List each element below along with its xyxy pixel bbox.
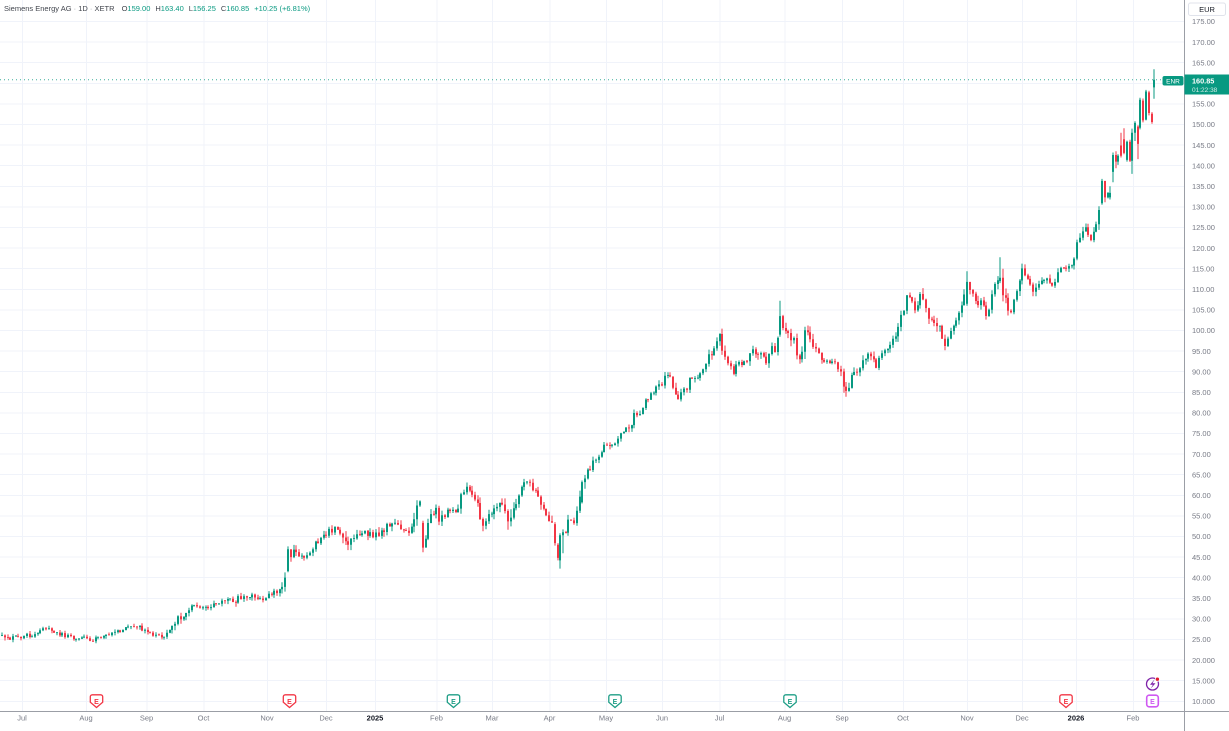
svg-text:105.00: 105.00 [1192, 306, 1215, 315]
svg-text:E: E [451, 699, 456, 706]
svg-text:125.00: 125.00 [1192, 223, 1215, 232]
svg-text:Sep: Sep [835, 714, 848, 723]
svg-text:E: E [1064, 699, 1069, 706]
svg-text:20.000: 20.000 [1192, 656, 1215, 665]
svg-text:165.00: 165.00 [1192, 58, 1215, 67]
svg-text:Jul: Jul [715, 714, 725, 723]
svg-text:50.00: 50.00 [1192, 532, 1211, 541]
svg-text:Siemens Energy AG · 1D · XETR: Siemens Energy AG · 1D · XETR O159.00 H16… [4, 4, 311, 13]
svg-text:01:22:38: 01:22:38 [1192, 87, 1218, 94]
svg-text:80.00: 80.00 [1192, 409, 1211, 418]
svg-text:Dec: Dec [1015, 714, 1029, 723]
svg-text:2026: 2026 [1068, 714, 1085, 723]
svg-text:Aug: Aug [778, 714, 791, 723]
svg-text:135.00: 135.00 [1192, 182, 1215, 191]
svg-text:70.00: 70.00 [1192, 450, 1211, 459]
svg-text:175.00: 175.00 [1192, 17, 1215, 26]
svg-text:145.00: 145.00 [1192, 141, 1215, 150]
svg-text:Oct: Oct [198, 714, 211, 723]
svg-text:Nov: Nov [260, 714, 274, 723]
svg-text:40.00: 40.00 [1192, 573, 1211, 582]
svg-text:30.00: 30.00 [1192, 615, 1211, 624]
svg-text:Mar: Mar [486, 714, 499, 723]
svg-text:140.00: 140.00 [1192, 161, 1215, 170]
svg-text:115.00: 115.00 [1192, 264, 1214, 273]
svg-text:25.00: 25.00 [1192, 635, 1211, 644]
svg-text:150.00: 150.00 [1192, 120, 1215, 129]
svg-text:55.00: 55.00 [1192, 512, 1211, 521]
svg-text:10.000: 10.000 [1192, 697, 1215, 706]
svg-text:ENR: ENR [1166, 79, 1180, 86]
svg-text:45.00: 45.00 [1192, 553, 1211, 562]
svg-text:85.00: 85.00 [1192, 388, 1211, 397]
svg-text:Sep: Sep [140, 714, 153, 723]
svg-text:95.00: 95.00 [1192, 347, 1211, 356]
svg-text:May: May [599, 714, 613, 723]
svg-text:130.00: 130.00 [1192, 203, 1215, 212]
svg-text:65.00: 65.00 [1192, 470, 1211, 479]
svg-text:E: E [788, 699, 793, 706]
svg-text:170.00: 170.00 [1192, 38, 1215, 47]
svg-text:35.00: 35.00 [1192, 594, 1211, 603]
svg-text:15.000: 15.000 [1192, 676, 1215, 685]
svg-text:Aug: Aug [79, 714, 92, 723]
svg-text:E: E [613, 699, 618, 706]
svg-text:120.00: 120.00 [1192, 244, 1215, 253]
svg-text:E: E [1150, 699, 1155, 706]
svg-text:2025: 2025 [367, 714, 384, 723]
svg-text:160.85: 160.85 [1192, 77, 1214, 86]
svg-text:Nov: Nov [960, 714, 974, 723]
svg-text:Jun: Jun [656, 714, 668, 723]
svg-text:155.00: 155.00 [1192, 100, 1215, 109]
svg-text:Dec: Dec [319, 714, 333, 723]
svg-text:E: E [94, 699, 99, 706]
svg-text:Apr: Apr [544, 714, 556, 723]
svg-text:Oct: Oct [897, 714, 910, 723]
svg-text:Jul: Jul [17, 714, 27, 723]
svg-text:E: E [287, 699, 292, 706]
svg-text:90.00: 90.00 [1192, 367, 1211, 376]
svg-text:110.00: 110.00 [1192, 285, 1214, 294]
svg-text:60.00: 60.00 [1192, 491, 1211, 500]
svg-text:100.00: 100.00 [1192, 326, 1215, 335]
svg-text:EUR: EUR [1199, 5, 1215, 14]
svg-text:75.00: 75.00 [1192, 429, 1211, 438]
svg-text:Feb: Feb [1127, 714, 1140, 723]
svg-text:Feb: Feb [430, 714, 443, 723]
